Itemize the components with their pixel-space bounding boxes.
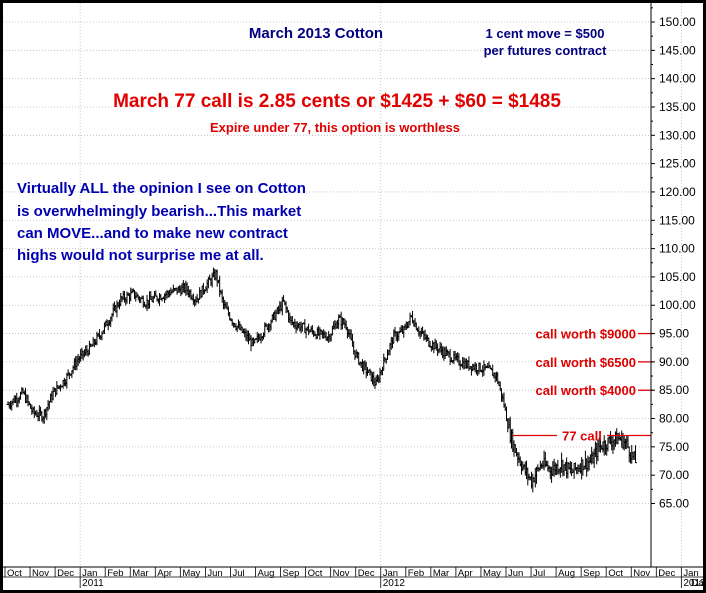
y-tick-label: 85.00	[659, 383, 689, 397]
comment-line-4: highs would not surprise me at all.	[17, 247, 264, 264]
plot-area	[3, 3, 651, 567]
y-axis: 65.00 70.00 75.00 80.00 85.00 90.00 95.00 100.0…	[650, 3, 696, 567]
comment-line-3: can MOVE...and to make new contract	[17, 225, 288, 242]
x-month-label: Feb	[107, 568, 123, 579]
x-month-label: Jan	[82, 568, 97, 579]
contract-note-line-2: per futures contract	[484, 43, 607, 58]
price-bars	[6, 267, 638, 493]
comment-line-2: is overwhelmingly bearish...This market	[17, 203, 301, 220]
y-tick-label: 130.00	[659, 128, 696, 142]
x-year-label: 2013	[683, 578, 706, 589]
x-month-label: Aug	[258, 568, 275, 579]
annotation-lines: call worth $9000 call worth $6500 call wor…	[513, 327, 653, 444]
option-headline: March 77 call is 2.85 cents or $1425 + $…	[113, 91, 561, 112]
x-year-label: 2011	[82, 578, 104, 589]
y-tick-label: 100.00	[659, 298, 696, 312]
y-tick-label: 120.00	[659, 185, 696, 199]
annotation-label: 77 call	[562, 429, 602, 444]
x-month-label: Jul	[232, 568, 244, 579]
y-tick-label: 80.00	[659, 412, 689, 426]
y-tick-label: 65.00	[659, 497, 689, 511]
contract-note-line-1: 1 cent move = $500	[486, 26, 605, 41]
chart-title: March 2013 Cotton	[249, 25, 383, 42]
x-month-label: Feb	[408, 568, 424, 579]
x-month-label: Nov	[333, 568, 350, 579]
x-month-label: Oct	[308, 568, 323, 579]
annotation-label: call worth $4000	[536, 383, 636, 398]
expiry-note: Expire under 77, this option is worthles…	[210, 120, 460, 135]
x-axis: Oct Nov Dec Jan Feb Mar Apr May Jun Jul Aug Sep Oct N…	[3, 566, 706, 589]
y-tick-label: 150.00	[659, 15, 696, 29]
y-tick-label: 105.00	[659, 270, 696, 284]
x-month-label: May	[182, 568, 200, 579]
y-tick-label: 145.00	[659, 43, 696, 57]
x-extra-label: Da	[691, 578, 704, 589]
x-month-label: Apr	[458, 568, 473, 579]
x-month-label: Sep	[283, 568, 300, 579]
y-tick-label: 110.00	[659, 242, 695, 256]
x-month-label: Dec	[358, 568, 375, 579]
y-tick-label: 135.00	[659, 100, 696, 114]
y-tick-label: 125.00	[659, 157, 696, 171]
x-month-label: Oct	[608, 568, 623, 579]
x-month-label: Dec	[57, 568, 74, 579]
x-year-label: 2012	[383, 578, 406, 589]
y-tick-label: 140.00	[659, 72, 696, 86]
x-month-label: May	[483, 568, 501, 579]
y-tick-label: 90.00	[659, 355, 689, 369]
gridlines	[3, 3, 682, 567]
y-tick-label: 75.00	[659, 440, 689, 454]
x-month-label: Jan	[683, 568, 698, 579]
x-axis-panel	[3, 567, 703, 590]
annotation-label: call worth $9000	[536, 327, 636, 342]
x-month-label: Mar	[433, 568, 449, 579]
y-tick-label: 115.00	[659, 213, 695, 227]
x-month-label: Dec	[658, 568, 675, 579]
x-month-label: Oct	[7, 568, 22, 579]
x-month-label: Sep	[583, 568, 600, 579]
x-month-label: Mar	[132, 568, 148, 579]
x-month-label: Jun	[508, 568, 523, 579]
x-month-label: Jun	[207, 568, 222, 579]
x-month-label: Jul	[533, 568, 545, 579]
y-tick-label: 95.00	[659, 327, 689, 341]
y-tick-label: 70.00	[659, 468, 689, 482]
annotation-label: call worth $6500	[536, 355, 636, 370]
x-month-label: Nov	[633, 568, 650, 579]
x-month-label: Jan	[383, 568, 398, 579]
x-month-label: Aug	[558, 568, 575, 579]
comment-line-1: Virtually ALL the opinion I see on Cotto…	[17, 180, 306, 197]
x-month-label: Nov	[32, 568, 49, 579]
y-axis-panel	[651, 3, 703, 567]
x-month-label: Apr	[157, 568, 172, 579]
